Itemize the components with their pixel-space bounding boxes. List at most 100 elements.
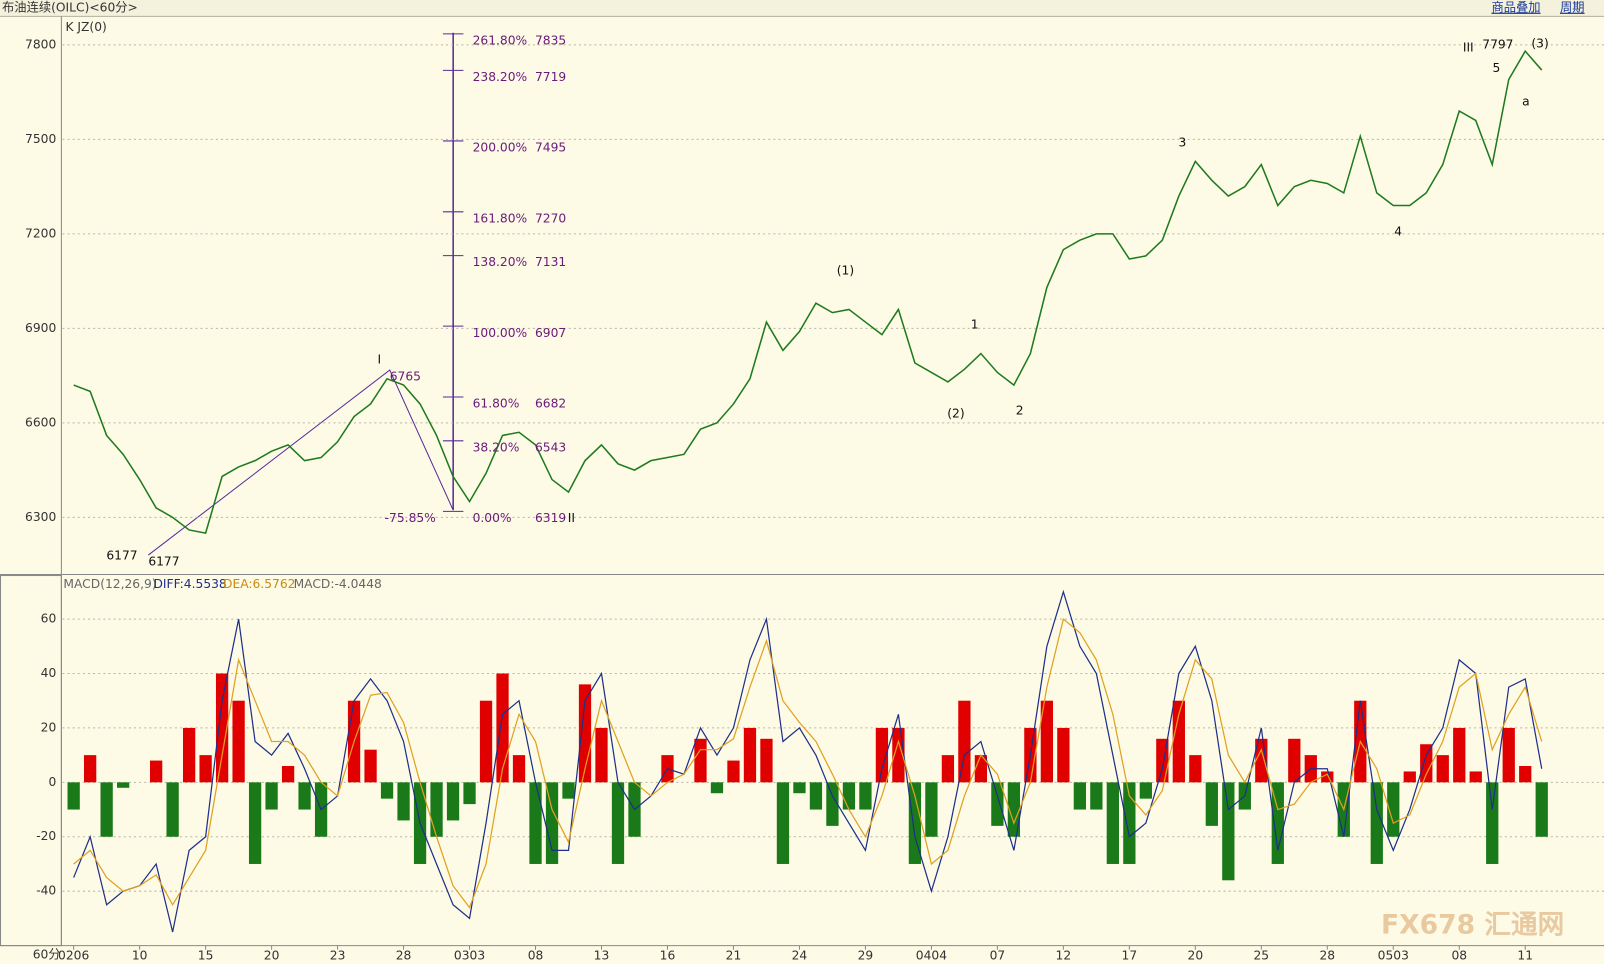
x-tick-label: 20 bbox=[1188, 948, 1204, 962]
legend-dea: DEA:6.5762 bbox=[223, 577, 295, 591]
macd-bar bbox=[248, 782, 262, 864]
macd-bar bbox=[215, 673, 229, 783]
macd-bar bbox=[529, 782, 542, 864]
fib-price: 7835 bbox=[535, 33, 566, 47]
macd-bar bbox=[1205, 782, 1218, 826]
fib-price: 6907 bbox=[535, 326, 566, 340]
watermark: FX678 汇通网 bbox=[1381, 910, 1564, 941]
macd-bar bbox=[265, 782, 278, 810]
legend-diff: DIFF:4.5538 bbox=[153, 577, 226, 591]
y-tick-label: -40 bbox=[36, 884, 56, 898]
x-tick-label: 08 bbox=[1451, 948, 1467, 962]
x-tick-label: 0404 bbox=[916, 948, 947, 962]
macd-bar bbox=[100, 782, 113, 837]
macd-line bbox=[73, 617, 1543, 909]
x-tick-label: 10 bbox=[132, 948, 148, 962]
wave-annotation: 6177 bbox=[148, 555, 179, 569]
macd-bar bbox=[1436, 755, 1449, 783]
fib-price: 7131 bbox=[535, 255, 566, 269]
macd-bar bbox=[1535, 782, 1548, 837]
macd-bar bbox=[710, 782, 724, 794]
overlay-link[interactable]: 商品叠加 bbox=[1491, 0, 1540, 15]
x-tick-label: 15 bbox=[198, 948, 214, 962]
fib-price: 7719 bbox=[535, 70, 566, 84]
macd-bar bbox=[67, 782, 80, 810]
macd-bar bbox=[512, 755, 526, 783]
macd-bar bbox=[446, 782, 460, 821]
macd-bar bbox=[479, 700, 493, 783]
price-line bbox=[73, 49, 1543, 534]
x-tick-label: 07 bbox=[990, 948, 1006, 962]
x-tick-label: 0503 bbox=[1378, 948, 1409, 962]
macd-bar bbox=[1057, 727, 1070, 783]
wave-annotation: 3 bbox=[1178, 136, 1186, 150]
x-tick-label: 25 bbox=[1254, 948, 1270, 962]
macd-bar bbox=[182, 727, 196, 783]
y-tick-label: 7800 bbox=[25, 37, 56, 51]
macd-bar bbox=[842, 782, 856, 810]
macd-bar bbox=[1321, 771, 1334, 783]
macd-bar bbox=[430, 782, 443, 837]
fib-percent: 38.20% bbox=[473, 440, 520, 454]
macd-bar bbox=[1387, 782, 1400, 837]
title-bar bbox=[0, 0, 1604, 17]
macd-bar bbox=[1271, 782, 1284, 864]
macd-bar bbox=[743, 727, 757, 783]
fib-price: 6682 bbox=[535, 397, 566, 411]
y-tick-label: 40 bbox=[41, 666, 57, 680]
macd-bar bbox=[958, 700, 971, 783]
macd-bar bbox=[925, 782, 938, 837]
macd-bar bbox=[1172, 700, 1185, 783]
wave-annotation: a bbox=[1522, 95, 1530, 109]
macd-bar bbox=[611, 782, 625, 864]
macd-bar bbox=[875, 727, 889, 783]
wave-annotation: (2) bbox=[947, 407, 964, 421]
wave-trendline bbox=[148, 369, 454, 556]
legend-macd: MACD:-4.0448 bbox=[294, 577, 382, 591]
macd-bar bbox=[1106, 782, 1119, 864]
macd-bar bbox=[760, 738, 773, 783]
macd-bar bbox=[1502, 727, 1515, 783]
y-tick-label: 7500 bbox=[25, 132, 56, 146]
x-tick-label: 23 bbox=[330, 948, 346, 962]
macd-bar bbox=[908, 782, 922, 864]
macd-bar bbox=[397, 782, 410, 821]
fib-percent: 138.20% bbox=[473, 255, 528, 269]
x-tick-label: 11 bbox=[1517, 948, 1533, 962]
macd-bar bbox=[595, 727, 608, 783]
wave-annotation: (3) bbox=[1531, 36, 1548, 50]
wave-annotation: (1) bbox=[837, 263, 854, 277]
macd-bar bbox=[826, 782, 839, 826]
wave-annotation: 2 bbox=[1016, 403, 1024, 417]
fib-price: 6319 bbox=[535, 511, 566, 525]
macd-bar bbox=[166, 782, 179, 837]
wave-annotation: 6177 bbox=[106, 549, 137, 563]
macd-bar bbox=[809, 782, 823, 810]
period-link[interactable]: 周期 bbox=[1560, 1, 1585, 15]
macd-bar bbox=[281, 766, 295, 783]
macd-bar bbox=[1486, 782, 1499, 864]
macd-bar bbox=[1222, 782, 1235, 881]
macd-bar bbox=[1453, 727, 1466, 783]
y-tick-label: 0 bbox=[48, 775, 56, 789]
fib-percent: 238.20% bbox=[473, 70, 528, 84]
macd-bar bbox=[1090, 782, 1103, 810]
macd-bar bbox=[1370, 782, 1383, 864]
fib-percent: 261.80% bbox=[473, 33, 528, 47]
fib-percent: 61.80% bbox=[473, 397, 520, 411]
macd-bar bbox=[364, 749, 377, 783]
fib-price: 7495 bbox=[535, 141, 566, 155]
macd-bar bbox=[859, 782, 872, 810]
macd-bar bbox=[1073, 782, 1086, 810]
fib-percent: 200.00% bbox=[473, 141, 528, 155]
macd-bar bbox=[1040, 700, 1054, 783]
y-tick-label: 6900 bbox=[25, 321, 56, 335]
fib-percent: 161.80% bbox=[473, 211, 528, 225]
fib-percent: 0.00% bbox=[473, 511, 512, 525]
x-tick-label: 21 bbox=[726, 948, 742, 962]
macd-bar bbox=[694, 738, 707, 783]
macd-bar bbox=[1519, 766, 1532, 783]
y-tick-label: 6600 bbox=[25, 415, 56, 429]
